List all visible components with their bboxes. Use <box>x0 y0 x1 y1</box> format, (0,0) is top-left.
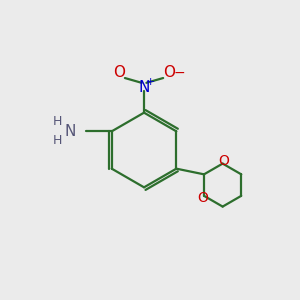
Text: O: O <box>219 154 230 168</box>
Text: H: H <box>53 115 62 128</box>
Text: −: − <box>173 66 185 80</box>
Text: N: N <box>138 80 150 95</box>
Text: O: O <box>113 65 125 80</box>
Text: +: + <box>146 76 155 87</box>
Text: H: H <box>53 134 62 147</box>
Text: O: O <box>197 191 208 205</box>
Text: O: O <box>163 65 175 80</box>
Text: N: N <box>64 124 76 139</box>
